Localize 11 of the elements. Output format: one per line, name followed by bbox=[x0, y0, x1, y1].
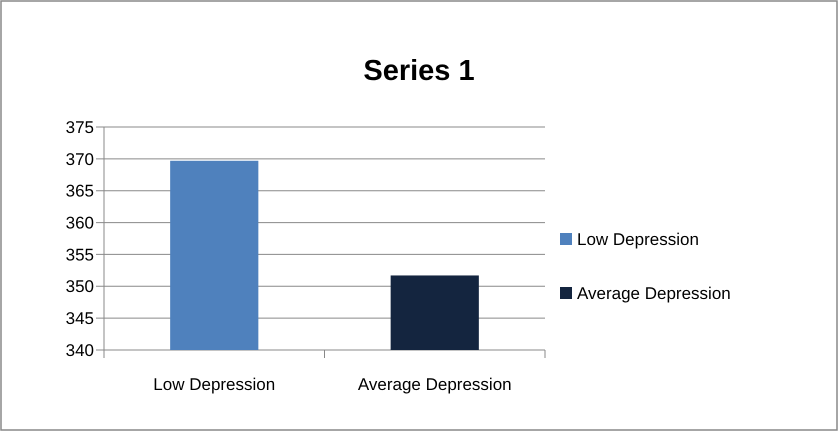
y-tick-label: 370 bbox=[66, 150, 94, 169]
y-tick-label: 350 bbox=[66, 277, 94, 296]
y-tick-label: 360 bbox=[66, 214, 94, 233]
y-tick-label: 375 bbox=[66, 118, 94, 137]
y-tick-label: 355 bbox=[66, 245, 94, 264]
y-tick-label: 365 bbox=[66, 182, 94, 201]
legend-label: Average Depression bbox=[577, 284, 731, 303]
y-tick-label: 340 bbox=[66, 340, 94, 360]
y-tick-label: 345 bbox=[66, 309, 94, 328]
chart-title: Series 1 bbox=[363, 55, 475, 87]
legend-label: Low Depression bbox=[577, 230, 699, 249]
